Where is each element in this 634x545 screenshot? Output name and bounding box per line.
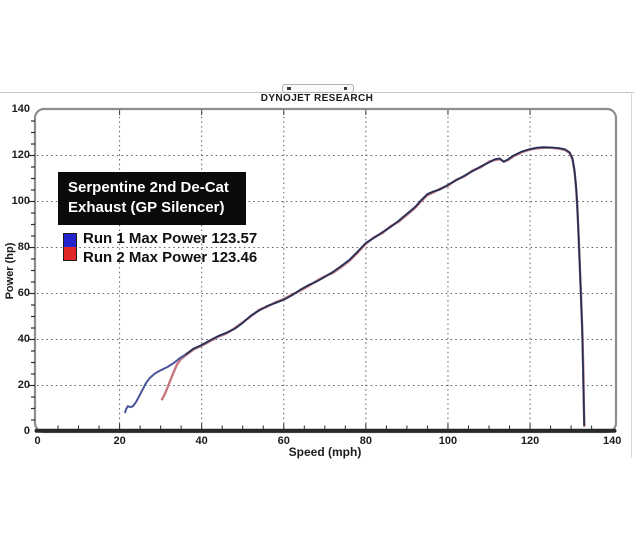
x-tick-label: 100: [438, 435, 458, 447]
legend-swatch: [63, 233, 77, 261]
mini-scrollbar[interactable]: [282, 84, 354, 93]
y-tick-label: 0: [23, 424, 30, 437]
page-edge-line: [631, 92, 632, 458]
merged-curve-core: [184, 146, 585, 426]
y-tick-label: 140: [11, 102, 30, 115]
x-tick-label: 60: [277, 435, 290, 447]
y-tick-label: 120: [11, 148, 30, 161]
y-tick-label: 60: [17, 286, 30, 299]
run1-color-swatch: [64, 234, 76, 247]
annotation-box: Serpentine 2nd De-Cat Exhaust (GP Silenc…: [58, 172, 246, 225]
x-tick-label: 80: [359, 435, 372, 447]
x-tick-label: 120: [520, 435, 540, 447]
run2-color-swatch: [64, 247, 76, 260]
scrollbar-right-arrow-icon[interactable]: [343, 86, 347, 90]
x-axis-label: Speed (mph): [288, 445, 362, 459]
x-tick-label: 140: [602, 435, 622, 447]
y-tick-label: 100: [11, 194, 30, 207]
scrollbar-left-arrow-icon[interactable]: [287, 86, 291, 90]
y-tick-label: 80: [17, 240, 30, 253]
y-tick-label: 40: [17, 332, 30, 345]
app-title: DYNOJET RESEARCH: [260, 93, 374, 104]
annotation-line-1: Serpentine 2nd De-Cat: [68, 179, 229, 196]
x-tick-label: 40: [195, 435, 208, 447]
x-tick-label: 0: [34, 435, 41, 447]
legend-run2-label: Run 2 Max Power 123.46: [83, 249, 258, 266]
annotation-line-2: Exhaust (GP Silencer): [68, 199, 225, 216]
legend-run1-label: Run 1 Max Power 123.57: [83, 230, 258, 247]
y-tick-label: 20: [17, 378, 30, 391]
plot-frame: [33, 107, 618, 434]
x-tick-label: 20: [113, 435, 126, 447]
y-axis-label: Power (hp): [4, 242, 16, 300]
